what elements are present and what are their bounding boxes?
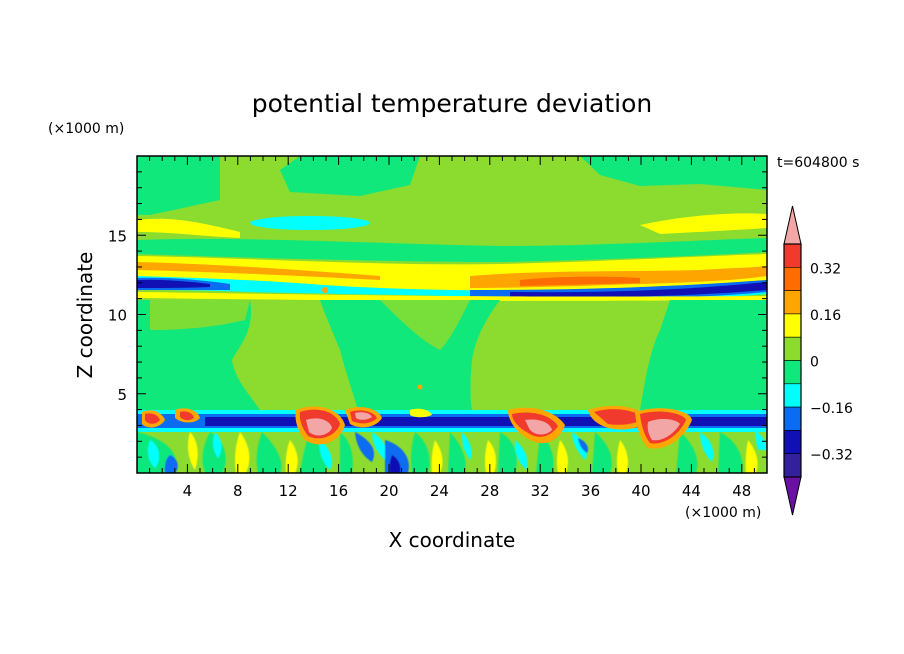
colorbar-label: 0.16 — [810, 308, 841, 324]
field-mid-column — [380, 300, 470, 350]
field-cyan-lens — [250, 216, 370, 230]
x-tick-label: 28 — [480, 482, 499, 500]
colorbar-frame — [783, 243, 802, 478]
z-axis: 5 10 15 — [108, 171, 767, 458]
x-tick-label: 32 — [531, 482, 550, 500]
colorbar-label: 0 — [810, 355, 819, 371]
colorbar-level — [783, 453, 802, 478]
z-unit-label: (×1000 m) — [48, 121, 124, 137]
x-tick-label: 4 — [183, 482, 193, 500]
field-green-band — [137, 238, 767, 262]
colorbar-level — [783, 430, 802, 454]
y-axis-title: Z coordinate — [73, 252, 97, 379]
colorbar-label: −0.32 — [810, 448, 853, 464]
colorbar: 0.32 0.16 0 −0.16 −0.32 — [783, 205, 853, 516]
z-tick-label: 5 — [117, 386, 127, 404]
time-label: t=604800 s — [777, 155, 859, 171]
colorbar-level — [783, 360, 802, 385]
field-warm-spot — [417, 384, 423, 390]
field-warm-layer-red — [520, 276, 640, 286]
x-tick-label: 44 — [682, 482, 701, 500]
colorbar-label: −0.16 — [810, 401, 853, 417]
colorbar-label: 0.32 — [810, 261, 841, 277]
x-tick-label: 40 — [631, 482, 650, 500]
field-warm-spot — [322, 287, 328, 293]
field-bl-mixing — [137, 430, 767, 473]
x-tick-label: 24 — [430, 482, 449, 500]
x-unit-label: (×1000 m) — [685, 505, 761, 521]
field-upper-green-patch — [137, 156, 220, 215]
field-thin-warm-line — [137, 292, 767, 301]
chart-title: potential temperature deviation — [252, 89, 652, 118]
field-yellow-band-upper — [640, 213, 767, 234]
z-tick-label: 15 — [108, 227, 127, 245]
field-mid-column — [150, 300, 250, 330]
field-warm-layer-orange — [137, 262, 380, 280]
x-tick-label: 12 — [279, 482, 298, 500]
x-axis-title: X coordinate — [389, 528, 516, 552]
x-tick-label: 8 — [233, 482, 243, 500]
field-cold-layer — [137, 279, 210, 288]
x-tick-label: 48 — [732, 482, 751, 500]
z-tick-label: 10 — [108, 307, 127, 325]
x-tick-label: 36 — [581, 482, 600, 500]
field-upper-green-patch — [580, 156, 767, 190]
colorbar-level — [783, 243, 802, 268]
colorbar-level — [783, 383, 802, 408]
colorbar-level — [783, 313, 802, 338]
x-tick-label: 16 — [329, 482, 348, 500]
field-yellow-band-upper — [137, 218, 240, 238]
colorbar-top-triangle — [783, 205, 802, 245]
field-cold-layer — [510, 282, 767, 298]
x-axis: 4 8 12 16 20 24 28 32 36 40 44 48 — [149, 156, 755, 500]
x-tick-label: 20 — [379, 482, 398, 500]
field-mid-column — [640, 300, 767, 410]
colorbar-bottom-triangle — [783, 476, 802, 516]
colorbar-level — [783, 266, 802, 291]
colorbar-level — [783, 406, 802, 431]
colorbar-level — [783, 336, 802, 361]
field-upper-green-patch — [280, 156, 420, 196]
colorbar-level — [783, 290, 802, 315]
field-warm-plumes — [142, 405, 692, 449]
field-mid-column — [515, 374, 616, 408]
heatmap-field — [137, 156, 767, 473]
